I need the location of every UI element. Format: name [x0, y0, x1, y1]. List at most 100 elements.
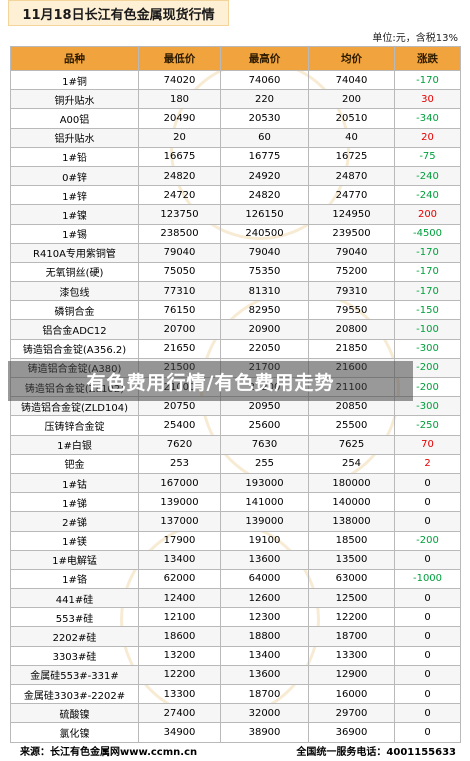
cell-name: 磷铜合金 [10, 300, 139, 321]
cell-avg: 20800 [308, 319, 395, 340]
table-row: R410A专用紫铜管 79040 79040 79040 -170 [10, 242, 461, 263]
cell-low: 74020 [138, 69, 221, 91]
footer: 来源：长江有色金属网www.ccmn.cn 全国统一服务电话：400115563… [0, 739, 470, 761]
cell-change: -75 [394, 146, 461, 167]
cell-avg: 20510 [308, 108, 395, 129]
cell-low: 13300 [138, 683, 221, 705]
cell-avg: 21850 [308, 338, 395, 359]
table-row: 硫酸镍 27400 32000 29700 0 [10, 703, 461, 724]
table-header-row: 品种 最低价 最高价 均价 涨跌 [10, 46, 461, 71]
cell-name: 1#铅 [10, 146, 139, 167]
table-row: 金属硅553#-331# 12200 13600 12900 0 [10, 664, 461, 686]
cell-name: 1#电解锰 [10, 549, 139, 570]
cell-change: -170 [394, 69, 461, 91]
page-title: 11月18日长江有色金属现货行情 [22, 7, 215, 23]
col-header-low: 最低价 [138, 46, 221, 71]
table-row: A00铝 20490 20530 20510 -340 [10, 108, 461, 129]
watermark-text: 有色费用行情/有色费用走势 [86, 371, 335, 394]
cell-name: 1#钴 [10, 472, 139, 494]
cell-change: 0 [394, 549, 461, 570]
cell-high: 12300 [220, 607, 309, 628]
cell-low: 253 [138, 453, 221, 474]
table-row: 2#锑 137000 139000 138000 0 [10, 511, 461, 532]
table-row: 铸造铝合金锭(ZLD104) 20750 20950 20850 -300 [10, 396, 461, 417]
cell-avg: 124950 [308, 204, 395, 225]
cell-avg: 16725 [308, 146, 395, 167]
cell-avg: 180000 [308, 472, 395, 494]
cell-low: 24720 [138, 185, 221, 206]
cell-low: 180 [138, 89, 221, 110]
cell-change: -250 [394, 415, 461, 436]
cell-name: 1#锌 [10, 185, 139, 206]
cell-name: 1#镁 [10, 530, 139, 551]
cell-high: 193000 [220, 472, 309, 494]
table-row: 漆包线 77310 81310 79310 -170 [10, 281, 461, 302]
cell-change: 20 [394, 127, 461, 148]
cell-low: 139000 [138, 492, 221, 513]
cell-change: 0 [394, 626, 461, 647]
cell-name: 铸造铝合金锭(ZLD104) [10, 396, 139, 417]
cell-low: 13200 [138, 645, 221, 666]
cell-name: 0#锌 [10, 165, 139, 187]
cell-high: 82950 [220, 300, 309, 321]
cell-high: 20530 [220, 108, 309, 129]
table-row: 铝升贴水 20 60 40 20 [10, 127, 461, 148]
cell-change: 0 [394, 683, 461, 705]
cell-low: 16675 [138, 146, 221, 167]
table-row: 铸造铝合金锭(A356.2) 21650 22050 21850 -300 [10, 338, 461, 359]
cell-change: -1000 [394, 568, 461, 590]
cell-change: -240 [394, 165, 461, 187]
cell-high: 79040 [220, 242, 309, 263]
cell-high: 18700 [220, 683, 309, 705]
cell-high: 255 [220, 453, 309, 474]
cell-name: 441#硅 [10, 588, 139, 609]
cell-low: 18600 [138, 626, 221, 647]
cell-low: 7620 [138, 434, 221, 455]
table-row: 1#铅 16675 16775 16725 -75 [10, 146, 461, 167]
cell-name: 1#锑 [10, 492, 139, 513]
table-row: 553#硅 12100 12300 12200 0 [10, 607, 461, 628]
cell-low: 20700 [138, 319, 221, 340]
cell-high: 24920 [220, 165, 309, 187]
col-header-avg: 均价 [308, 46, 395, 71]
cell-avg: 13300 [308, 645, 395, 666]
cell-change: 0 [394, 511, 461, 532]
cell-avg: 29700 [308, 703, 395, 724]
cell-high: 24820 [220, 185, 309, 206]
table-row: 1#钴 167000 193000 180000 0 [10, 472, 461, 494]
cell-name: 1#锡 [10, 223, 139, 244]
cell-high: 20900 [220, 319, 309, 340]
table-row: 1#锑 139000 141000 140000 0 [10, 492, 461, 513]
table-row: 3303#硅 13200 13400 13300 0 [10, 645, 461, 666]
cell-low: 27400 [138, 703, 221, 724]
cell-change: -340 [394, 108, 461, 129]
cell-name: 无氧铜丝(硬) [10, 261, 139, 283]
cell-avg: 63000 [308, 568, 395, 590]
table-row: 铜升贴水 180 220 200 30 [10, 89, 461, 110]
cell-name: 铝合金ADC12 [10, 319, 139, 340]
cell-name: 钯金 [10, 453, 139, 474]
cell-low: 77310 [138, 281, 221, 302]
cell-avg: 239500 [308, 223, 395, 244]
cell-name: 金属硅3303#-2202# [10, 683, 139, 705]
cell-low: 24820 [138, 165, 221, 187]
cell-avg: 18500 [308, 530, 395, 551]
cell-high: 126150 [220, 204, 309, 225]
cell-change: 2 [394, 453, 461, 474]
cell-name: 1#铜 [10, 69, 139, 91]
cell-avg: 75200 [308, 261, 395, 283]
cell-low: 20750 [138, 396, 221, 417]
cell-high: 22050 [220, 338, 309, 359]
cell-change: -170 [394, 242, 461, 263]
cell-change: -170 [394, 261, 461, 283]
cell-change: 0 [394, 492, 461, 513]
cell-low: 17900 [138, 530, 221, 551]
title-bar: 11月18日长江有色金属现货行情 [8, 0, 462, 26]
cell-avg: 254 [308, 453, 395, 474]
table-row: 1#镁 17900 19100 18500 -200 [10, 530, 461, 551]
cell-change: -100 [394, 319, 461, 340]
cell-low: 62000 [138, 568, 221, 590]
price-table: 品种 最低价 最高价 均价 涨跌 1#铜 74020 74060 74040 -170 铜… [10, 46, 461, 743]
table-row: 磷铜合金 76150 82950 79550 -150 [10, 300, 461, 321]
title-block: 11月18日长江有色金属现货行情 [8, 0, 229, 26]
